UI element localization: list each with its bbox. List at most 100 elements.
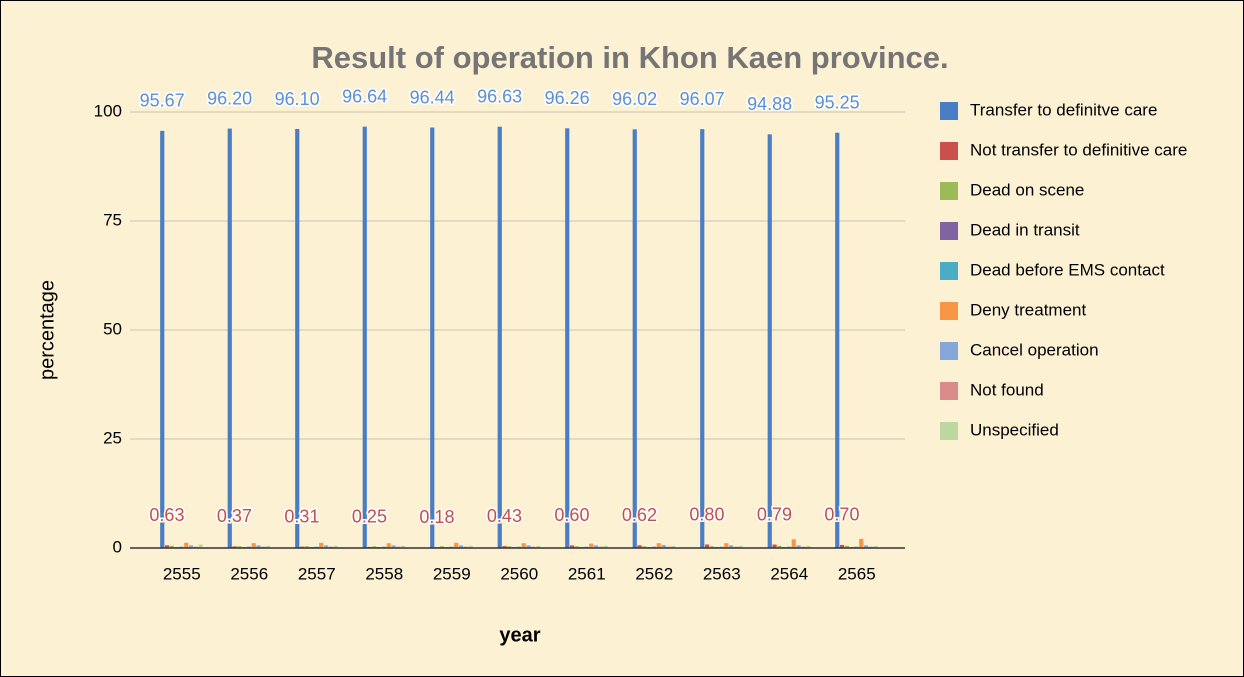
legend-swatch (940, 382, 958, 400)
bar (574, 546, 579, 548)
legend-label: Dead on scene (970, 180, 1084, 199)
bar (237, 546, 242, 548)
bar (791, 539, 796, 548)
bar (468, 545, 473, 548)
data-label: 96.64 (342, 86, 387, 106)
y-tick-label: 75 (103, 210, 122, 229)
legend-label: Not found (970, 380, 1044, 399)
bar (704, 544, 710, 548)
data-label: 0.43 (487, 506, 522, 526)
data-label: 0.63 (149, 505, 184, 525)
bar (565, 128, 570, 548)
data-label: 96.02 (612, 89, 657, 109)
bar (589, 543, 594, 548)
bar (497, 126, 502, 548)
data-label: 96.63 (477, 86, 522, 106)
data-label: 96.07 (680, 89, 725, 109)
bar (593, 545, 599, 548)
bar (642, 546, 647, 548)
bar (873, 545, 878, 548)
y-tick-label: 50 (103, 319, 122, 338)
data-label: 96.20 (207, 88, 252, 108)
data-label: 0.37 (217, 506, 252, 526)
bar (295, 129, 300, 548)
bar (839, 544, 845, 548)
data-label: 96.10 (275, 89, 320, 109)
legend-swatch (940, 102, 958, 120)
bar (777, 545, 782, 548)
legend-swatch (940, 142, 958, 160)
bar (728, 545, 734, 548)
bar (227, 128, 232, 548)
bar (439, 546, 444, 548)
y-tick-label: 100 (94, 101, 122, 120)
bar (160, 130, 165, 549)
y-tick-label: 0 (113, 537, 122, 556)
data-label: 0.62 (622, 505, 657, 525)
bar (767, 134, 772, 549)
data-label: 95.25 (815, 92, 860, 112)
legend-label: Deny treatment (970, 300, 1086, 319)
bar (266, 545, 271, 548)
bar (458, 545, 464, 548)
legend-label: Not transfer to definitive care (970, 140, 1187, 159)
data-label: 96.26 (545, 88, 590, 108)
bar (188, 545, 194, 548)
bar (835, 132, 840, 548)
legend-swatch (940, 222, 958, 240)
bar (372, 546, 377, 548)
x-tick-label: 2555 (163, 564, 201, 583)
x-tick-label: 2562 (635, 564, 673, 583)
bar (362, 126, 367, 548)
bar (772, 544, 777, 548)
data-label: 0.79 (757, 504, 792, 524)
bar (844, 545, 849, 548)
x-axis-title: year (499, 624, 540, 646)
bar (632, 129, 637, 549)
bar (319, 542, 324, 548)
legend-label: Unspecified (970, 420, 1059, 439)
x-tick-label: 2557 (298, 564, 336, 583)
bar (637, 545, 642, 548)
data-label: 96.44 (410, 87, 455, 107)
bar (430, 127, 435, 548)
bar (502, 546, 507, 548)
bar (401, 545, 406, 548)
legend-swatch (940, 262, 958, 280)
bar (507, 546, 512, 548)
x-tick-label: 2565 (838, 564, 876, 583)
x-tick-label: 2556 (230, 564, 268, 583)
bar (386, 543, 391, 548)
bar (251, 543, 256, 548)
bar (333, 545, 338, 548)
data-label: 0.31 (284, 506, 319, 526)
x-tick-label: 2558 (365, 564, 403, 583)
data-label: 95.67 (140, 91, 185, 111)
legend-swatch (940, 182, 958, 200)
data-label: 0.18 (419, 507, 454, 527)
y-tick-label: 25 (103, 428, 122, 447)
legend-label: Transfer to definitve care (970, 100, 1157, 119)
bar (323, 545, 329, 548)
bar (169, 545, 174, 548)
x-tick-label: 2559 (433, 564, 471, 583)
bar (709, 546, 714, 548)
bar (603, 545, 608, 548)
bar (521, 543, 526, 548)
data-label: 0.25 (352, 507, 387, 527)
bar (198, 544, 203, 548)
bar (569, 545, 575, 548)
legend-label: Dead in transit (970, 220, 1080, 239)
bar (724, 543, 729, 548)
bar (304, 546, 309, 548)
data-label: 0.70 (824, 505, 859, 525)
chart-title: Result of operation in Khon Kaen provinc… (311, 40, 948, 75)
bar (526, 545, 531, 548)
bar (454, 542, 459, 548)
bar (661, 544, 666, 548)
bar (671, 545, 676, 548)
legend-swatch (940, 302, 958, 320)
bar (256, 545, 261, 548)
x-tick-label: 2564 (770, 564, 808, 583)
